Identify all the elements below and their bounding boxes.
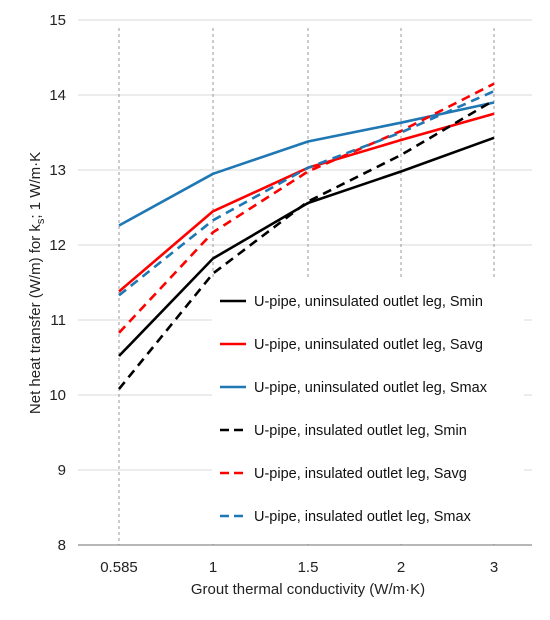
x-tick-label: 1 <box>209 559 217 576</box>
axis-layer: 8 9 10 11 12 13 14 15 0.585 1 1.5 2 3 <box>49 12 532 576</box>
legend-label-2: U-pipe, uninsulated outlet leg, Savg <box>254 337 483 353</box>
y-tick-label: 13 <box>49 162 66 179</box>
legend-label-4: U-pipe, insulated outlet leg, Smin <box>254 423 467 439</box>
y-axis-title-main: Net heat transfer (W/m) for k <box>27 224 44 415</box>
y-tick-label: 10 <box>49 387 66 404</box>
series-line-6 <box>118 90 495 297</box>
legend-label-1: U-pipe, uninsulated outlet leg, Smin <box>254 294 483 310</box>
y-tick-label: 14 <box>49 87 66 104</box>
y-axis-title-subscript: s <box>35 218 47 224</box>
legend-label-6: U-pipe, insulated outlet leg, Smax <box>254 509 472 525</box>
series-layer <box>117 82 495 390</box>
x-tick-label: 1.5 <box>298 559 319 576</box>
y-axis-title: Net heat transfer (W/m) for ks; 1 W/m·K <box>27 152 47 414</box>
y-tick-label: 11 <box>50 312 66 329</box>
y-tick-label: 12 <box>49 237 66 254</box>
x-tick-label: 3 <box>490 559 498 576</box>
legend-label-3: U-pipe, uninsulated outlet leg, Smax <box>254 380 488 396</box>
series-line-1 <box>118 136 495 357</box>
legend-label-5: U-pipe, insulated outlet leg, Savg <box>254 466 467 482</box>
x-axis-title: Grout thermal conductivity (W/m·K) <box>191 581 425 598</box>
series-line-3 <box>118 101 495 227</box>
series-line-4 <box>117 99 495 390</box>
series-line-5 <box>118 82 495 334</box>
y-tick-label: 9 <box>58 462 66 479</box>
x-tick-label: 2 <box>397 559 405 576</box>
x-tick-label: 0.585 <box>100 559 138 576</box>
legend-background <box>212 279 524 541</box>
y-tick-label: 15 <box>49 12 66 29</box>
y-axis-title-tail: ; 1 W/m·K <box>27 152 44 219</box>
legend: U-pipe, uninsulated outlet leg, Smin U-pi… <box>212 279 524 541</box>
y-tick-label: 8 <box>58 537 66 554</box>
